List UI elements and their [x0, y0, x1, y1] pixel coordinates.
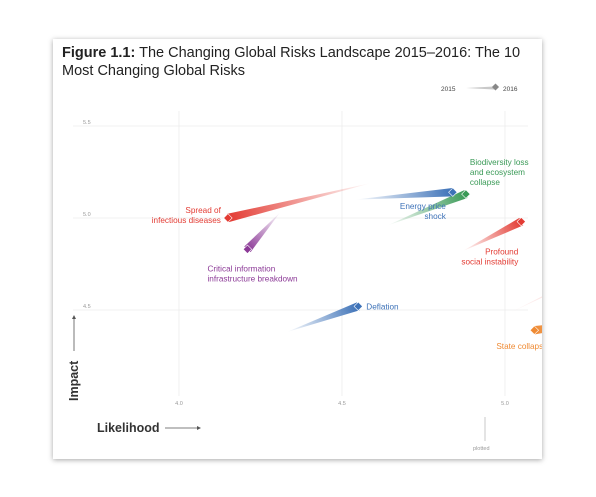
plotted-text: plotted: [473, 446, 490, 452]
risk-labels: Failure of climate-changemitigation and …: [152, 158, 542, 351]
risk-marker: [448, 187, 458, 197]
legend-marker: [491, 83, 500, 91]
figure-title-text: The Changing Global Risks Landscape 2015…: [62, 45, 521, 79]
y-tick-label: 5.5: [83, 120, 91, 126]
risk-label: Profound social instability: [461, 248, 519, 267]
figure-title: Figure 1.1: The Changing Global Risks La…: [62, 44, 532, 80]
risk-marker: [529, 325, 540, 335]
legend-trail: [466, 86, 496, 90]
risk-trails: [223, 183, 542, 335]
risk-trail: [355, 188, 454, 200]
risk-label: Energy price shock: [400, 202, 447, 221]
risk-label: State collapse or crisis: [496, 342, 542, 351]
y-tick-label: 5.0: [83, 212, 91, 218]
risk-trail: [226, 183, 372, 223]
risk-label: Spread of infectious diseases: [152, 206, 222, 225]
risk-trail: [508, 296, 542, 314]
x-tick-label: 4.0: [175, 401, 183, 407]
x-axis-title: Likelihood: [97, 421, 201, 435]
risk-label: Deflation: [366, 302, 399, 311]
legend-from-label: 2015: [441, 86, 456, 93]
x-axis-arrowhead: [197, 426, 201, 430]
y-axis-title: Impact: [67, 315, 81, 401]
risk-trail: [286, 302, 360, 333]
y-axis-label: Impact: [67, 360, 81, 401]
figure-title-number: Figure 1.1:: [62, 45, 136, 61]
risk-label: Critical information infrastructure break…: [207, 264, 298, 283]
risk-chart: 4.04.55.05.54.55.05.5 Failure of climate…: [67, 83, 542, 452]
risk-marker: [516, 217, 526, 227]
risk-marker: [353, 301, 363, 311]
x-tick-label: 4.5: [338, 401, 346, 407]
legend-to-label: 2016: [503, 86, 518, 93]
x-tick-label: 5.0: [501, 401, 509, 407]
tick-labels: 4.04.55.05.54.55.05.5: [83, 120, 509, 407]
y-axis-arrowhead: [72, 315, 76, 319]
risk-marker: [461, 189, 471, 199]
grid-lines: [73, 111, 528, 396]
risk-label: Biodiversity loss and ecosystem collapse: [470, 158, 529, 187]
risk-marker: [223, 213, 233, 223]
risk-trail: [244, 212, 281, 253]
figure-card: Figure 1.1: The Changing Global Risks La…: [53, 39, 542, 459]
legend: 2015 2016: [441, 83, 518, 93]
y-tick-label: 4.5: [83, 304, 91, 310]
risk-trail: [387, 190, 468, 226]
plotted-note: plotted: [473, 417, 490, 452]
x-axis-label: Likelihood: [97, 421, 160, 435]
risk-trail: [462, 217, 524, 252]
risk-marker: [242, 244, 253, 254]
